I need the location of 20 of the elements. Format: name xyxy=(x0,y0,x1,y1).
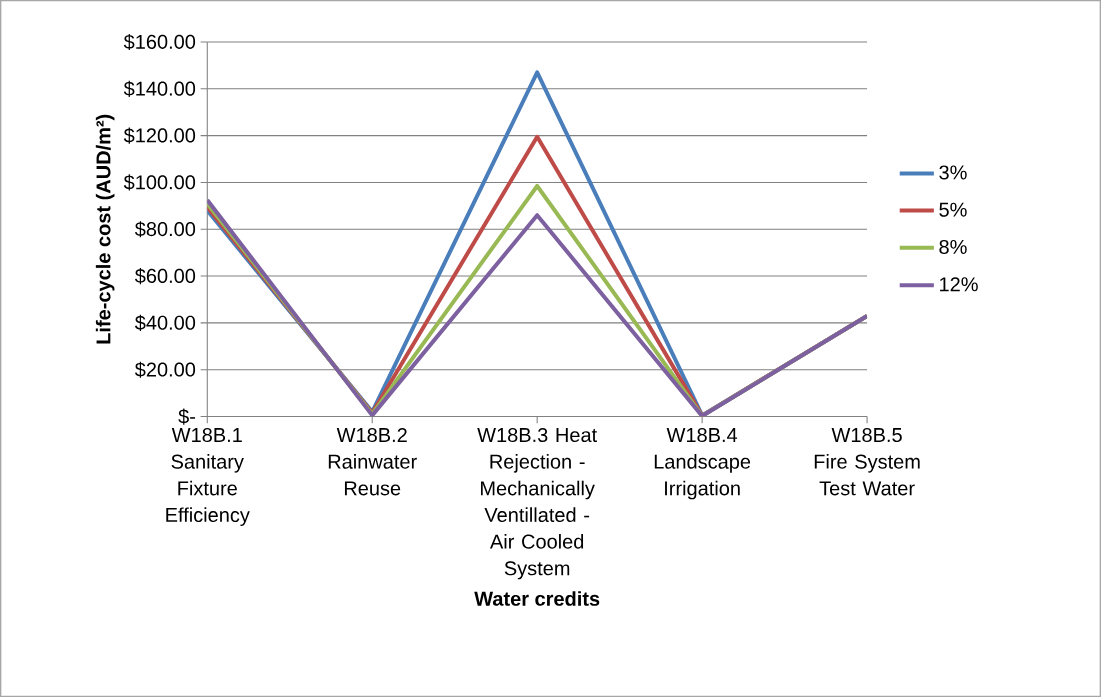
y-tick-label: $- xyxy=(178,408,196,425)
x-tick-label: W18B.5 Fire System Test Water xyxy=(814,427,920,496)
y-tick-label: $160.00 xyxy=(123,33,196,51)
y-tick-label: $20.00 xyxy=(134,361,196,378)
x-tick-label: W18B.3 Heat Rejection - Mechanically Ventillated - Air Cooled System xyxy=(477,427,598,580)
legend-label: 5% xyxy=(939,202,967,217)
legend-label: 12% xyxy=(940,277,978,292)
y-tick-label: $40.00 xyxy=(134,314,196,331)
y-tick-label: $60.00 xyxy=(134,267,196,285)
legend-label: 3% xyxy=(939,165,967,180)
y-tick-label: $100.00 xyxy=(123,174,196,191)
y-tick-label: $80.00 xyxy=(134,221,196,238)
legend-label: 8% xyxy=(939,239,967,254)
x-axis-title: Water credits xyxy=(474,591,600,606)
y-axis-title: Life-cycle cost (AUD/m²) xyxy=(95,114,115,344)
x-tick-label: W18B.4 Landscape Irrigation xyxy=(654,427,751,500)
y-tick-label: $140.00 xyxy=(123,80,196,97)
x-tick-label: W18B.2 Rainwater Reuse xyxy=(328,427,417,496)
x-tick-label: W18B.1 Sanitary Fixture Efficiency xyxy=(166,427,250,526)
y-tick-label: $120.00 xyxy=(123,127,196,144)
